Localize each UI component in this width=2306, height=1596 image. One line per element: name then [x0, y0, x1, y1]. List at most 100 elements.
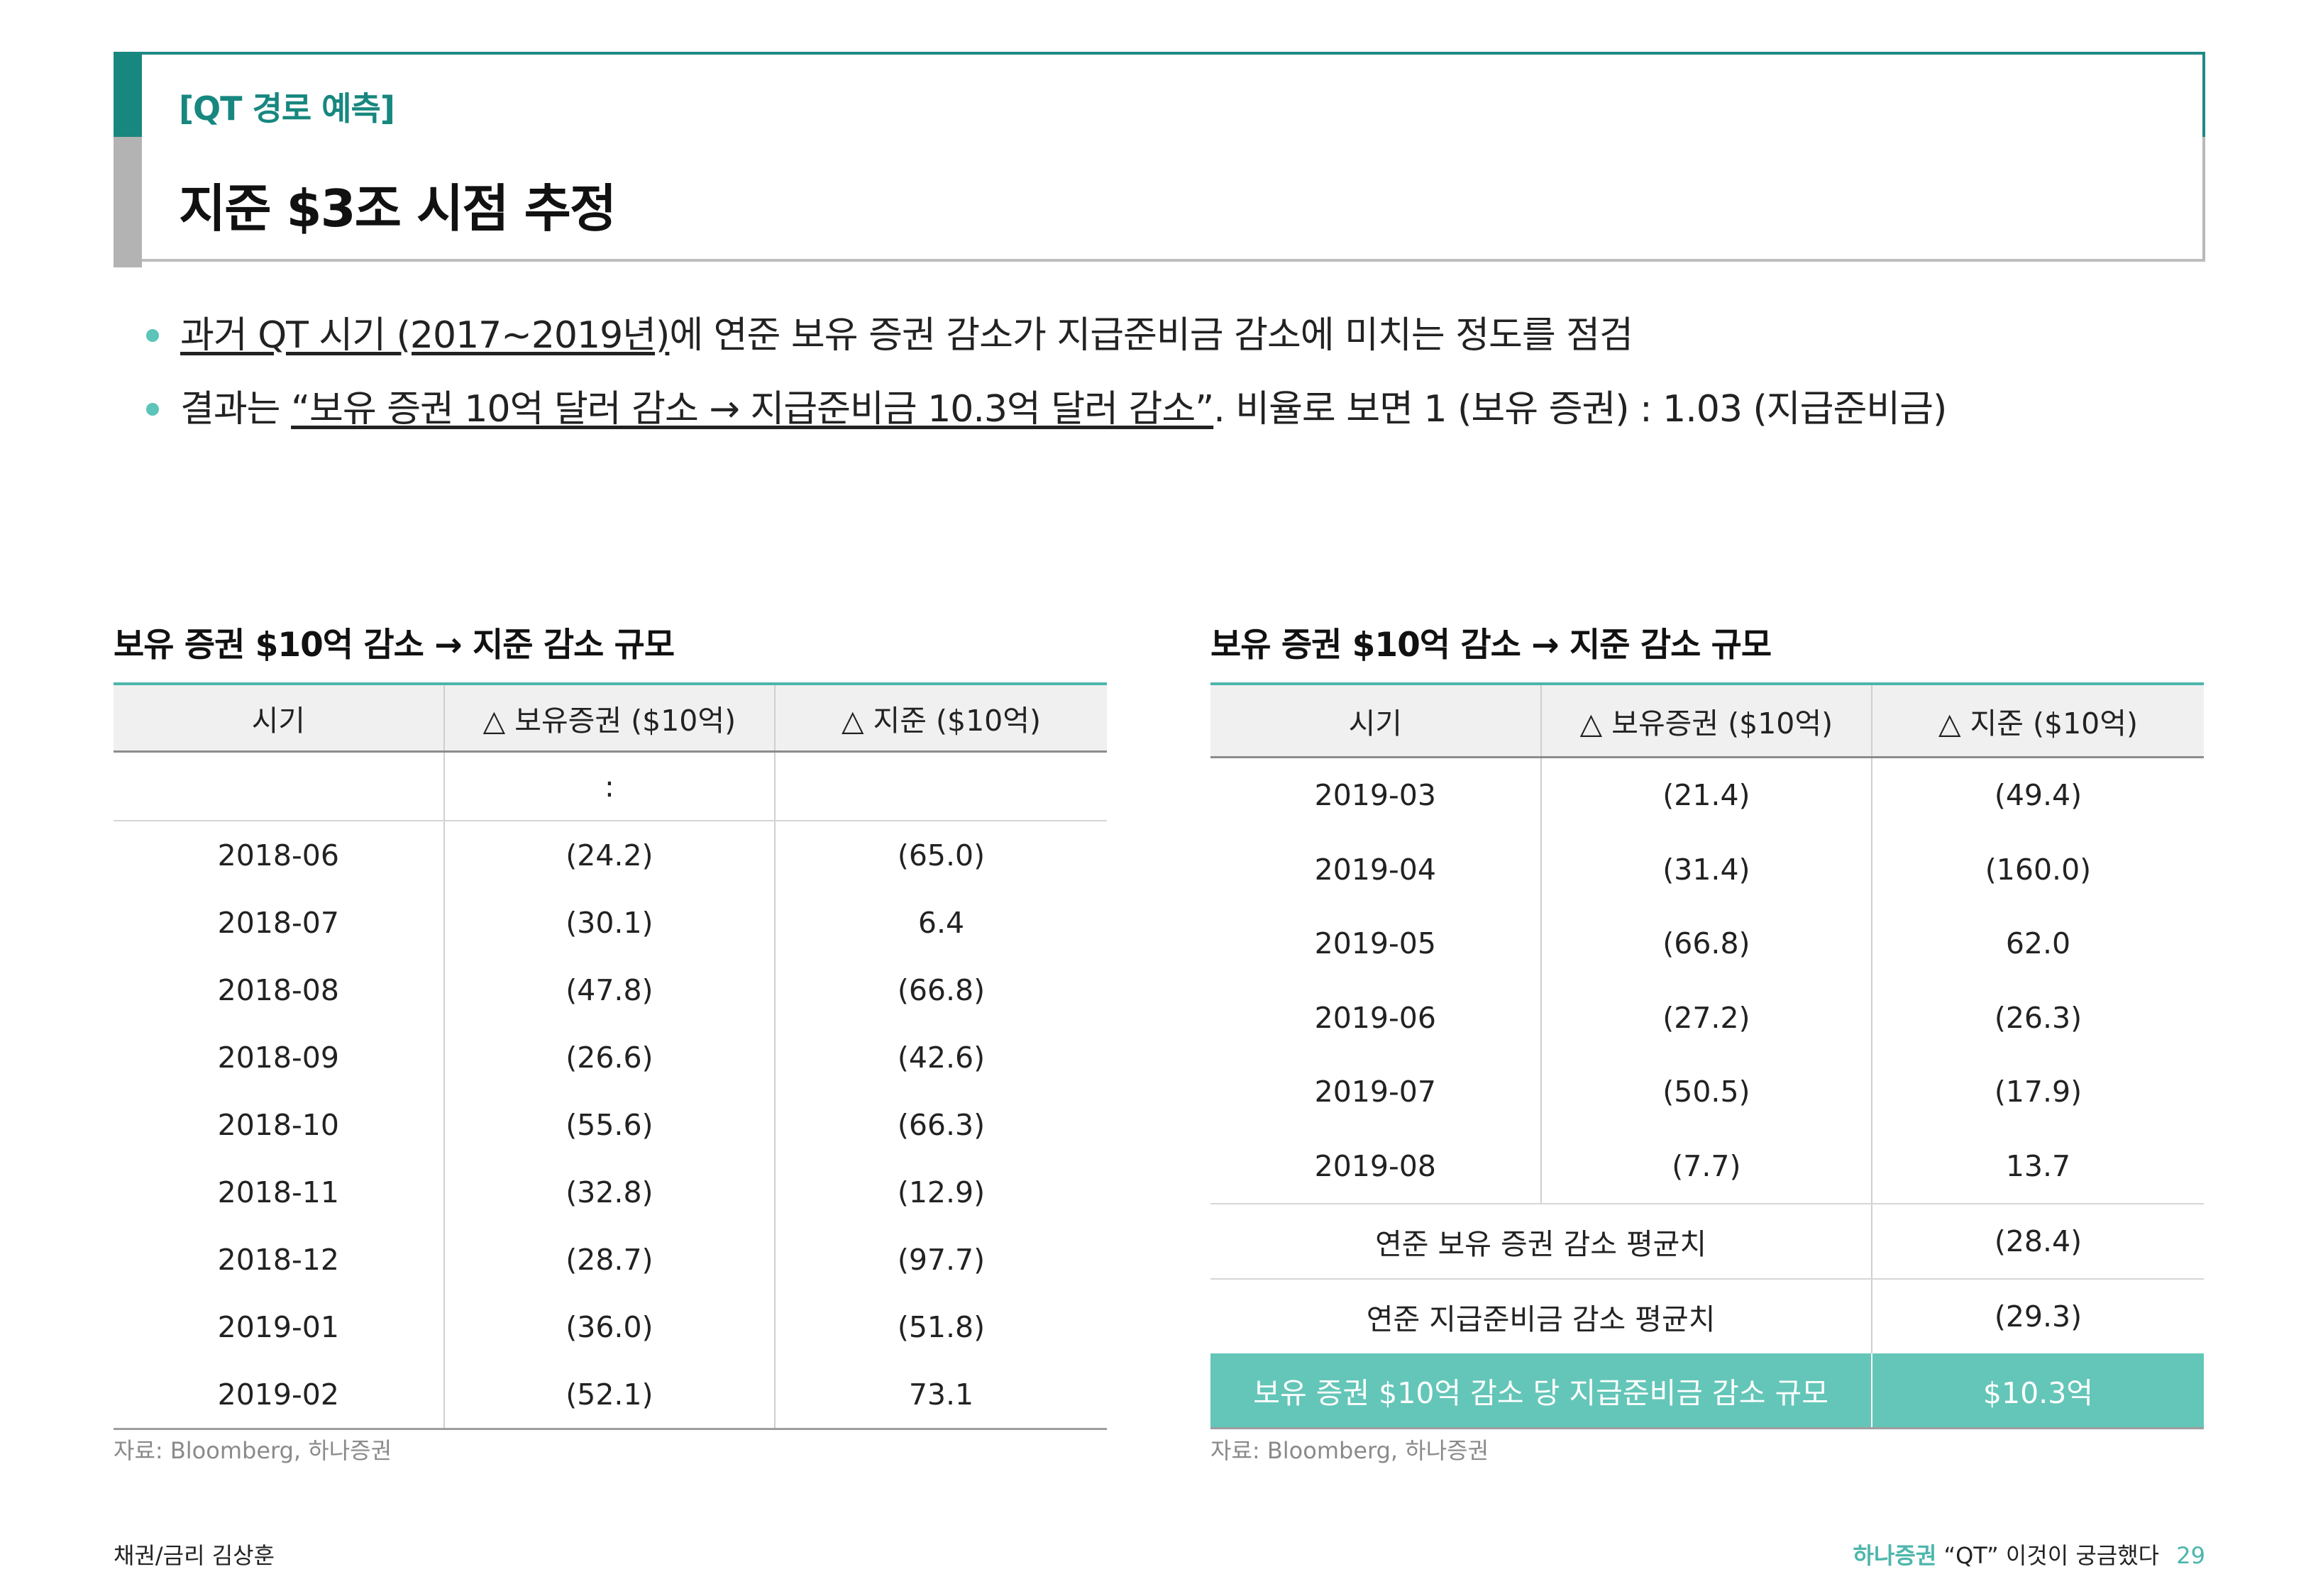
table-cell: 2018-08 — [114, 956, 445, 1024]
table-row: 2019-07 (50.5) (17.9) — [1210, 1055, 2204, 1129]
footer-right: 하나증권 “QT” 이것이 궁금했다 29 — [1853, 1538, 2205, 1570]
header-accent-edge — [2202, 52, 2205, 137]
table-cell: (160.0) — [1985, 852, 2092, 887]
header-gray-bar — [114, 137, 142, 267]
table-row: 2019-03 (21.4) (49.4) — [1210, 758, 2204, 833]
table-cell: (47.8) — [445, 956, 776, 1024]
table-cell: (24.2) — [445, 821, 776, 889]
header-box: [QT 경로 예측] 지준 $3조 시점 추정 — [114, 52, 2205, 267]
table-cell: : — [445, 753, 776, 820]
table-cell: (66.8) — [1542, 907, 1873, 981]
table-cell: (30.1) — [445, 889, 776, 956]
table-cell: (55.6) — [445, 1091, 776, 1158]
bullet-underlined-text: 과거 QT 시기 (2017~2019년) — [180, 314, 670, 357]
table-cell: (27.2) — [1542, 980, 1873, 1055]
table-row: 2019-04 (31.4) (160.0) — [1210, 832, 2204, 907]
section-subtitle: [QT 경로 예측] — [179, 89, 395, 128]
table-cell: 2019-03 — [1210, 758, 1542, 833]
table-b: 시기 △ 보유증권 ($10억) △ 지준 ($10억) 2019-03 (21… — [1210, 682, 2204, 1429]
summary-label: 연준 지급준비금 감소 평균치 — [1210, 1280, 1873, 1353]
table-cell: 2018-07 — [114, 889, 445, 956]
table-cell: (28.7) — [445, 1226, 776, 1293]
table-row: 2019-02 (52.1) 73.1 — [114, 1361, 1107, 1428]
table-cell: (97.7) — [897, 1242, 986, 1277]
table-cell: (26.6) — [445, 1024, 776, 1091]
summary-value: (29.3) — [1994, 1299, 2082, 1334]
table-row: 2018-06 (24.2) (65.0) — [114, 820, 1107, 889]
column-header: 시기 — [1210, 685, 1542, 756]
table-cell: 2018-06 — [114, 821, 445, 889]
table-cell: 13.7 — [2005, 1148, 2071, 1183]
table-row: 2019-08 (7.7) 13.7 — [1210, 1129, 2204, 1203]
table-ellipsis-row: : — [114, 753, 1107, 820]
table-row: 2019-05 (66.8) 62.0 — [1210, 907, 2204, 981]
table-cell: 2019-02 — [114, 1361, 445, 1428]
table-row: 2018-11 (32.8) (12.9) — [114, 1158, 1107, 1226]
table-cell: (21.4) — [1542, 758, 1873, 833]
column-header: △ 보유증권 ($10억) — [1541, 685, 1873, 756]
summary-label: 연준 보유 증권 감소 평균치 — [1210, 1204, 1873, 1278]
table-cell: (50.5) — [1542, 1055, 1873, 1129]
footer-author: 채권/금리 김상훈 — [114, 1542, 275, 1569]
bullet-dot-icon — [146, 403, 159, 416]
column-header: △ 보유증권 ($10억) — [444, 685, 776, 750]
table-cell: (52.1) — [445, 1361, 776, 1428]
table-row: 2018-10 (55.6) (66.3) — [114, 1091, 1107, 1158]
bullet-underlined-text: “보유 증권 10억 달러 감소 → 지급준비금 10.3억 달러 감소” — [291, 388, 1214, 431]
highlight-value: $10.3억 — [1872, 1353, 2204, 1427]
table-cell: (31.4) — [1542, 832, 1873, 907]
table-a-title: 보유 증권 $10억 감소 → 지준 감소 규모 — [114, 626, 675, 665]
bullet-dot-icon — [146, 329, 159, 342]
table-row: 2018-07 (30.1) 6.4 — [114, 889, 1107, 956]
table-cell: 2019-06 — [1210, 980, 1542, 1055]
column-header: △ 지준 ($10억) — [1872, 685, 2204, 756]
table-cell: (42.6) — [897, 1040, 986, 1075]
table-row: 2018-12 (28.7) (97.7) — [114, 1226, 1107, 1293]
table-cell: 73.1 — [908, 1377, 974, 1412]
table-header-row: 시기 △ 보유증권 ($10억) △ 지준 ($10억) — [114, 685, 1107, 753]
header-accent-bar — [114, 52, 142, 137]
table-cell: (7.7) — [1542, 1129, 1873, 1203]
table-cell: (17.9) — [1994, 1075, 2082, 1109]
table-cell — [776, 753, 1107, 820]
table-row: 2019-01 (36.0) (51.8) — [114, 1293, 1107, 1361]
table-b-title: 보유 증권 $10억 감소 → 지준 감소 규모 — [1210, 626, 1772, 665]
bullet-rest-text: 에 연준 보유 증권 감소가 지급준비금 감소에 미치는 정도를 점검 — [669, 314, 1633, 357]
page-title: 지준 $3조 시점 추정 — [179, 179, 617, 238]
table-a-source: 자료: Bloomberg, 하나증권 — [114, 1437, 392, 1464]
table-cell: (32.8) — [445, 1158, 776, 1226]
column-header: △ 지준 ($10억) — [776, 685, 1107, 750]
column-header: 시기 — [114, 685, 445, 750]
bullet-text: 결과는 “보유 증권 10억 달러 감소 → 지급준비금 10.3억 달러 감소… — [180, 379, 1947, 432]
bullet-text: 과거 QT 시기 (2017~2019년)에 연준 보유 증권 감소가 지급준비… — [180, 305, 1633, 358]
bullet-list: 과거 QT 시기 (2017~2019년)에 연준 보유 증권 감소가 지급준비… — [146, 305, 2204, 453]
table-cell: (51.8) — [897, 1309, 986, 1344]
page-number: 29 — [2176, 1542, 2205, 1569]
table-cell: 2018-12 — [114, 1226, 445, 1293]
table-cell: (12.9) — [897, 1175, 986, 1209]
summary-row: 연준 보유 증권 감소 평균치 (28.4) — [1210, 1203, 2204, 1278]
table-b-source: 자료: Bloomberg, 하나증권 — [1210, 1437, 1489, 1464]
table-cell: 62.0 — [2005, 926, 2071, 961]
table-cell: 6.4 — [917, 905, 965, 940]
table-cell: 2019-01 — [114, 1293, 445, 1361]
table-row: 2018-08 (47.8) (66.8) — [114, 956, 1107, 1024]
bullet-rest-text: . 비율로 보면 1 (보유 증권) : 1.03 (지급준비금) — [1213, 388, 1947, 431]
table-row: 2018-09 (26.6) (42.6) — [114, 1024, 1107, 1091]
table-cell: (36.0) — [445, 1293, 776, 1361]
table-row: 2019-06 (27.2) (26.3) — [1210, 980, 2204, 1055]
table-cell: (66.8) — [897, 972, 986, 1007]
table-cell: (66.3) — [897, 1107, 986, 1142]
highlight-row: 보유 증권 $10억 감소 당 지급준비금 감소 규모 $10.3억 — [1210, 1353, 2204, 1427]
table-cell: 2019-08 — [1210, 1129, 1542, 1203]
footer-title: “QT” 이것이 궁금했다 — [1943, 1542, 2160, 1569]
table-header-row: 시기 △ 보유증권 ($10억) △ 지준 ($10억) — [1210, 685, 2204, 758]
table-a: 시기 △ 보유증권 ($10억) △ 지준 ($10억) : 2018-06 (… — [114, 682, 1107, 1430]
table-cell: (65.0) — [897, 838, 986, 872]
table-cell: 2018-11 — [114, 1158, 445, 1226]
footer-brand: 하나증권 — [1853, 1542, 1937, 1569]
bullet-item: 과거 QT 시기 (2017~2019년)에 연준 보유 증권 감소가 지급준비… — [146, 305, 2204, 379]
table-cell: (26.3) — [1994, 1000, 2082, 1035]
table-cell: 2019-04 — [1210, 832, 1542, 907]
table-cell: 2019-07 — [1210, 1055, 1542, 1129]
